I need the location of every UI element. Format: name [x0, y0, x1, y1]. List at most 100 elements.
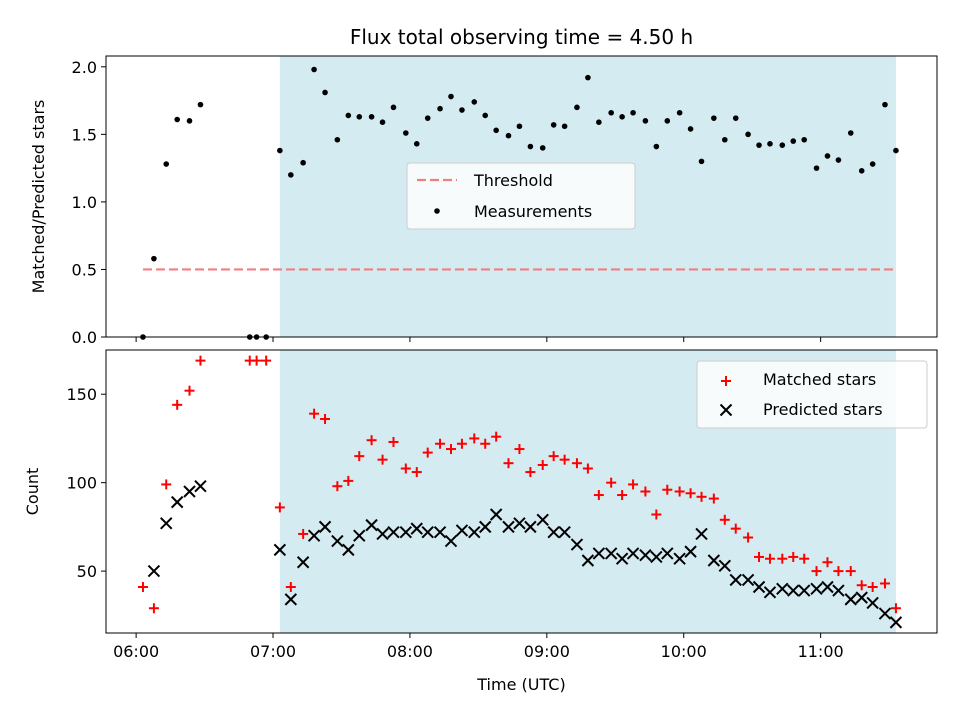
time-x-ticks: 06:00 07:00 08:00 09:00 10:00 11:00 [113, 633, 844, 661]
measurements-point [186, 118, 193, 124]
predicted-stars-point [387, 525, 400, 539]
count-points [137, 355, 903, 629]
x-tick-label: 07:00 [250, 642, 296, 661]
predicted-stars-point [684, 545, 697, 558]
chart-title: Flux total observing time = 4.50 h [350, 25, 693, 49]
predicted-stars-point [513, 517, 526, 530]
matched-stars-point [480, 438, 491, 449]
measurements-point [174, 116, 180, 123]
matched-stars-point [161, 479, 172, 490]
measurements-point [893, 147, 899, 154]
matched-stars-point [593, 490, 604, 501]
predicted-stars-point [741, 573, 755, 587]
matched-stars-point [730, 523, 741, 534]
predicted-stars-point [718, 559, 732, 572]
x-tick-label: 11:00 [798, 642, 844, 661]
matched-stars-point [833, 566, 844, 577]
measurements-point [527, 143, 534, 150]
predicted-stars-point [318, 520, 332, 534]
matched-stars-point [320, 413, 331, 424]
predicted-stars-point [183, 485, 196, 498]
measurements-point [539, 145, 546, 151]
matched-stars-point [708, 493, 719, 504]
matched-stars-point [606, 477, 617, 488]
measurements-point [824, 153, 831, 159]
predicted-stars-point [639, 548, 652, 562]
measurements-point [448, 93, 454, 100]
matched-stars-point [411, 467, 422, 478]
measurements-point [756, 142, 762, 148]
ratio-legend: Threshold Measurements [406, 162, 636, 230]
predicted-stars-point [763, 586, 777, 599]
matched-stars-point [651, 509, 662, 520]
predicted-stars-point [421, 525, 434, 539]
predicted-stars-point [889, 616, 903, 629]
predicted-stars-point [615, 552, 629, 565]
predicted-stars-point [695, 527, 708, 541]
predicted-stars-point [399, 525, 413, 539]
ratio-y-axis-label: Matched/Predicted stars [29, 100, 48, 294]
matched-stars-point [799, 553, 810, 564]
matched-stars-point [503, 458, 514, 469]
predicted-stars-point [878, 607, 892, 620]
predicted-stars-point [866, 596, 879, 610]
predicted-stars-point [855, 591, 868, 604]
matched-stars-point [388, 436, 399, 447]
predicted-stars-point [284, 593, 298, 606]
measurements-point [779, 142, 786, 148]
y-tick-label: 0.0 [72, 328, 97, 347]
predicted-stars-point [776, 582, 789, 595]
measurements-point [585, 74, 591, 81]
matched-stars-point [890, 603, 901, 614]
measurements-point [722, 136, 728, 143]
y-tick-label: 100 [66, 474, 97, 493]
measurements-point [698, 158, 705, 165]
time-x-axis-label: Time (UTC) [476, 675, 565, 694]
predicted-stars-point [604, 547, 618, 560]
matched-stars-point [354, 451, 365, 462]
measurements-point [334, 136, 341, 143]
measurements-point [813, 165, 820, 171]
measurements-point [847, 130, 854, 136]
predicted-stars-point [797, 584, 811, 597]
y-tick-label: 1.0 [72, 193, 97, 212]
measurements-point [574, 104, 580, 111]
matched-stars-point [754, 551, 765, 562]
predicted-stars-point [558, 525, 571, 539]
measurements-point [471, 99, 478, 105]
measurements-point [151, 255, 157, 262]
measurements-point [424, 115, 431, 121]
measurements-point [403, 130, 409, 136]
legend-box [406, 162, 636, 230]
predicted-stars-point [376, 527, 389, 541]
matched-stars-point [867, 582, 878, 593]
ratio-panel-frame [105, 55, 938, 338]
matched-stars-point [298, 528, 309, 539]
matched-stars-point [856, 580, 867, 591]
matched-stars-point [137, 582, 148, 593]
measurements-point [482, 112, 489, 119]
legend-predicted-label: Predicted stars [763, 400, 883, 419]
predicted-stars-point [433, 525, 447, 539]
matched-stars-point [195, 355, 206, 366]
legend-measurements-label: Measurements [474, 202, 592, 221]
measurements-point [300, 159, 306, 166]
matched-stars-point [274, 502, 285, 513]
matched-stars-point [148, 603, 159, 614]
count-y-ticks: 50 100 150 [66, 385, 106, 581]
measurements-point [882, 101, 888, 108]
measurements-point [608, 109, 614, 116]
x-tick-label: 09:00 [524, 642, 570, 661]
measurements-point [516, 123, 523, 130]
measurements-point [745, 131, 751, 138]
predicted-stars-point [592, 547, 606, 560]
measurements-point [835, 157, 842, 163]
y-tick-label: 0.5 [72, 260, 97, 279]
measurements-point [288, 172, 294, 178]
predicted-stars-point [296, 556, 310, 569]
predicted-stars-point [444, 534, 458, 548]
predicted-stars-point [787, 584, 800, 597]
matched-stars-point [525, 467, 536, 478]
matched-stars-point [879, 578, 890, 589]
